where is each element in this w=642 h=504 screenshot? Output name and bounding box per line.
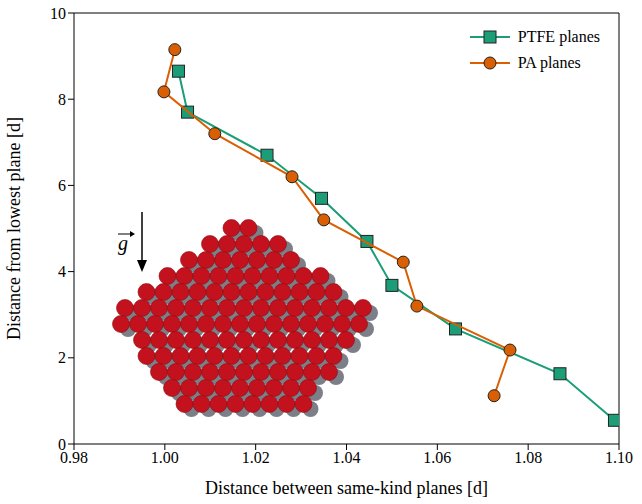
svg-text:0.98: 0.98 [60, 449, 88, 467]
svg-text:1.02: 1.02 [242, 449, 270, 466]
svg-text:4: 4 [58, 263, 66, 280]
svg-text:Distance from lowest plane [d]: Distance from lowest plane [d] [4, 117, 24, 340]
svg-text:8: 8 [58, 91, 66, 108]
html-text:PA planes: PA planes [517, 54, 581, 71]
svg-text:Distance between same-kind pla: Distance between same-kind planes [d] [205, 478, 488, 498]
svg-text:1.04: 1.04 [333, 449, 361, 466]
html-text:PTFE planes: PTFE planes [517, 28, 600, 45]
svg-text:2: 2 [58, 349, 66, 366]
svg-text:1.06: 1.06 [423, 449, 451, 466]
svg-text:g: g [118, 232, 128, 255]
svg-text:1.00: 1.00 [151, 449, 179, 466]
svg-text:1.10: 1.10 [605, 449, 633, 466]
svg-text:0: 0 [58, 436, 66, 453]
svg-text:6: 6 [58, 177, 66, 194]
svg-text:10: 10 [50, 5, 66, 22]
svg-text:1.08: 1.08 [514, 449, 542, 466]
